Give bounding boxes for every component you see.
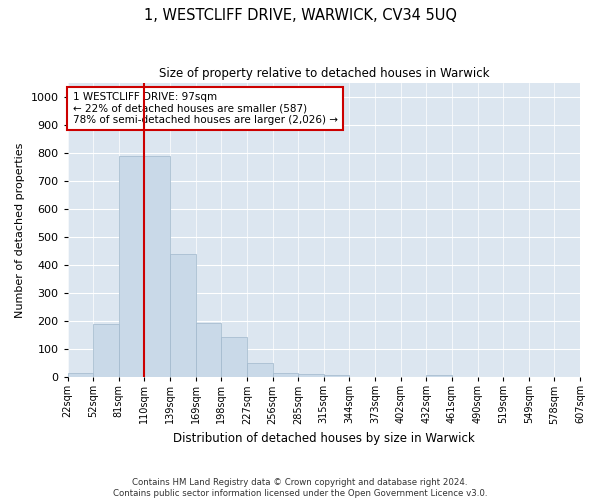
Bar: [221, 336, 247, 377]
Y-axis label: Number of detached properties: Number of detached properties: [15, 142, 25, 318]
Bar: [247, 363, 272, 377]
Text: 1, WESTCLIFF DRIVE, WARWICK, CV34 5UQ: 1, WESTCLIFF DRIVE, WARWICK, CV34 5UQ: [143, 8, 457, 22]
Bar: [170, 254, 196, 377]
Bar: [93, 324, 119, 377]
Bar: [298, 374, 324, 377]
Text: Contains HM Land Registry data © Crown copyright and database right 2024.
Contai: Contains HM Land Registry data © Crown c…: [113, 478, 487, 498]
Bar: [426, 375, 452, 377]
Bar: [145, 156, 170, 377]
Bar: [119, 156, 145, 377]
Bar: [324, 375, 349, 377]
Text: 1 WESTCLIFF DRIVE: 97sqm
← 22% of detached houses are smaller (587)
78% of semi-: 1 WESTCLIFF DRIVE: 97sqm ← 22% of detach…: [73, 92, 338, 125]
Bar: [68, 373, 93, 377]
Title: Size of property relative to detached houses in Warwick: Size of property relative to detached ho…: [158, 68, 489, 80]
X-axis label: Distribution of detached houses by size in Warwick: Distribution of detached houses by size …: [173, 432, 475, 445]
Bar: [272, 373, 298, 377]
Bar: [196, 322, 221, 377]
